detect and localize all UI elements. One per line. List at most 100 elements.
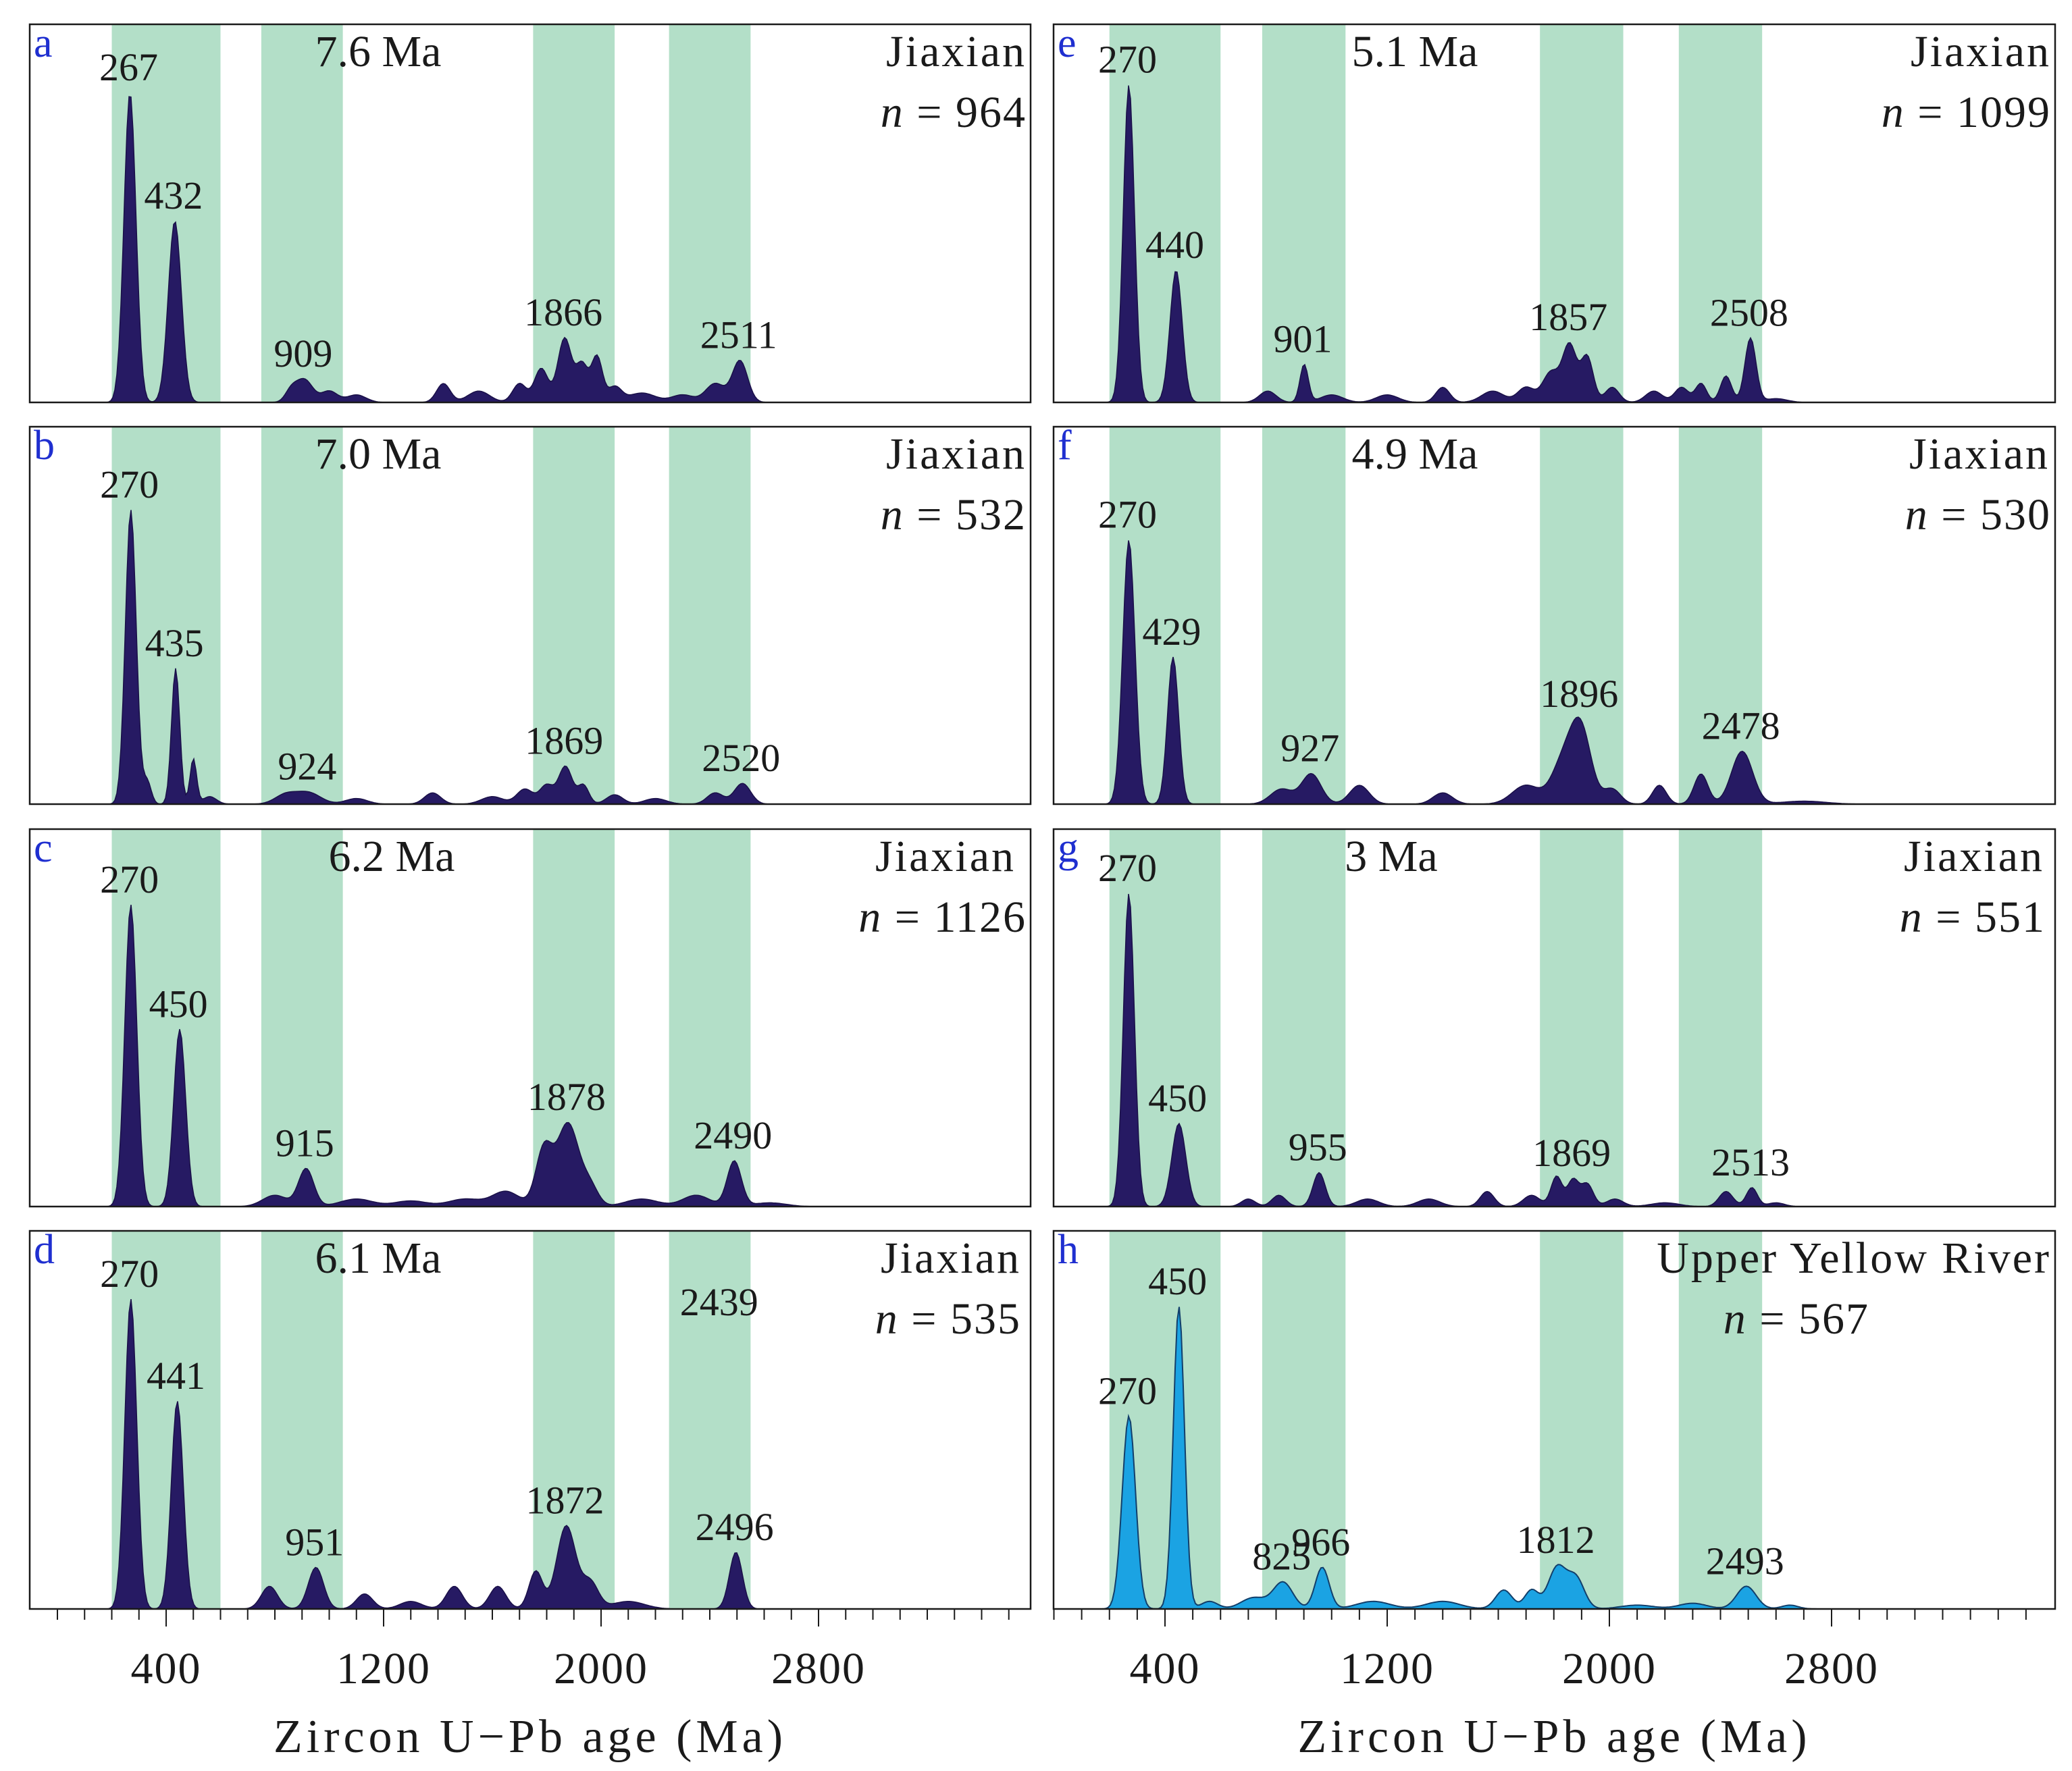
site-label: Jiaxian (1909, 429, 2050, 479)
peak-label: 2490 (694, 1113, 772, 1157)
sample-count-label: n = 532 (881, 490, 1027, 539)
peak-label: 2520 (702, 736, 780, 780)
peak-label: 435 (145, 621, 204, 665)
peak-label: 450 (1148, 1076, 1207, 1120)
n-symbol: n (1900, 893, 1936, 942)
sample-count-label: n = 535 (875, 1294, 1021, 1344)
panel-age-title: 7.6 Ma (315, 27, 442, 76)
shaded-range-band (669, 427, 751, 804)
site-label: Jiaxian (875, 832, 1016, 881)
peak-label: 1866 (524, 290, 602, 334)
panel-age-title: 6.1 Ma (315, 1234, 442, 1283)
peak-label: 2496 (696, 1505, 774, 1549)
x-axis-right: 400 1200 2000 2800 Zircon U−Pb age (Ma) (1053, 1609, 2027, 1763)
peak-label: 951 (285, 1520, 344, 1564)
panels-layer: 267 432 909 1866 2511 a 7.6 Ma Jiaxian n = 964 27… (28, 20, 2056, 1610)
panel-b: 270 435 924 1869 2520 b 7.0 Ma Jiaxian n = 532 (28, 423, 1032, 805)
shaded-range-band (261, 829, 343, 1207)
peak-label: 1896 (1540, 672, 1618, 716)
n-symbol: n (881, 490, 917, 539)
peak-label: 1869 (1532, 1131, 1611, 1175)
sample-count-label: n = 1126 (858, 893, 1027, 942)
panel-c: 270 450 915 1878 2490 c 6.2 Ma Jiaxian n = 1126 (28, 825, 1032, 1208)
peak-label: 1812 (1517, 1518, 1595, 1562)
peak-label: 1869 (525, 718, 603, 762)
peak-label: 270 (1098, 38, 1157, 82)
panel-f: 270 429 927 1896 2478 f 4.9 Ma Jiaxian n = 530 (1052, 423, 2056, 805)
panel-age-title: 3 Ma (1345, 832, 1437, 881)
panel-d: 270 441 951 1872 2496 2439 d 6.1 Ma Jiaxian n = 5… (28, 1227, 1032, 1610)
shaded-range-band (1262, 829, 1346, 1207)
site-label: Jiaxian (1911, 27, 2051, 76)
x-tick-label: 2000 (1562, 1644, 1657, 1693)
x-tick-label: 2000 (554, 1644, 648, 1693)
n-value: = 964 (916, 88, 1027, 137)
peak-label: 270 (1098, 846, 1157, 890)
shaded-range-band (669, 829, 751, 1207)
site-label: Upper Yellow River (1657, 1234, 2051, 1283)
panel-letter: f (1058, 423, 1072, 469)
panel-letter: c (34, 825, 53, 871)
x-axis-left: 400 1200 2000 2800 Zircon U−Pb age (Ma) (57, 1609, 1010, 1763)
x-tick-label: 2800 (771, 1644, 866, 1693)
shaded-range-band (1540, 24, 1624, 402)
sample-count-label: n = 551 (1900, 893, 2046, 942)
n-value: = 1099 (1917, 88, 2051, 137)
panel-g: 270 450 955 1869 2513 g 3 Ma Jiaxian n = 551 (1052, 825, 2056, 1208)
site-label: Jiaxian (886, 27, 1027, 76)
shaded-range-band (1678, 427, 1763, 804)
peak-label: 267 (99, 45, 158, 89)
peak-label: 2511 (700, 313, 777, 356)
peak-label: 429 (1142, 610, 1201, 654)
peak-label: 966 (1291, 1520, 1350, 1564)
peak-label: 901 (1274, 317, 1332, 361)
shaded-range-band (1540, 1231, 1624, 1609)
shaded-range-band (1262, 1231, 1346, 1609)
peak-label: 270 (100, 1252, 159, 1296)
sample-count-label: n = 567 (1724, 1294, 1869, 1344)
peak-label: 927 (1280, 726, 1339, 770)
peak-label: 450 (149, 982, 208, 1026)
panel-letter: e (1058, 20, 1077, 66)
panel-border (28, 828, 1032, 1208)
peak-label: 955 (1289, 1126, 1347, 1169)
panel-letter: g (1058, 825, 1079, 871)
n-value: = 551 (1936, 893, 2046, 942)
panel-age-title: 4.9 Ma (1352, 429, 1478, 479)
n-symbol: n (858, 893, 895, 942)
peak-label: 440 (1145, 223, 1204, 267)
shaded-range-band (1262, 24, 1346, 402)
shaded-range-band (1678, 829, 1763, 1207)
panel-letter: a (34, 20, 53, 66)
peak-label: 2493 (1706, 1539, 1784, 1583)
n-value: = 567 (1759, 1294, 1869, 1344)
n-value: = 530 (1941, 490, 2051, 539)
n-symbol: n (1905, 490, 1942, 539)
peak-label: 432 (144, 174, 203, 217)
panel-letter: b (34, 423, 55, 469)
sample-count-label: n = 530 (1905, 490, 2051, 539)
peak-label: 924 (278, 745, 336, 789)
shaded-range-band (1678, 1231, 1763, 1609)
sample-count-label: n = 1099 (1882, 88, 2051, 137)
peak-label: 1878 (527, 1075, 606, 1119)
panel-a: 267 432 909 1866 2511 a 7.6 Ma Jiaxian n = 964 (28, 20, 1032, 404)
peak-annotation: 2439 (680, 1280, 758, 1324)
x-tick-label: 400 (1130, 1644, 1201, 1693)
peak-label: 270 (1098, 493, 1157, 537)
sample-count-label: n = 964 (881, 88, 1027, 137)
n-symbol: n (1882, 88, 1918, 137)
panel-border (1052, 425, 2056, 805)
peak-label: 270 (100, 462, 159, 506)
shaded-range-band (669, 24, 751, 402)
shaded-range-band (261, 24, 343, 402)
peak-label: 1872 (525, 1478, 604, 1522)
shaded-range-band (669, 1231, 751, 1609)
shaded-range-band (533, 24, 615, 402)
peak-label: 909 (274, 332, 332, 375)
panel-border (28, 425, 1032, 805)
shaded-range-band (261, 427, 343, 804)
panel-border (28, 23, 1032, 404)
